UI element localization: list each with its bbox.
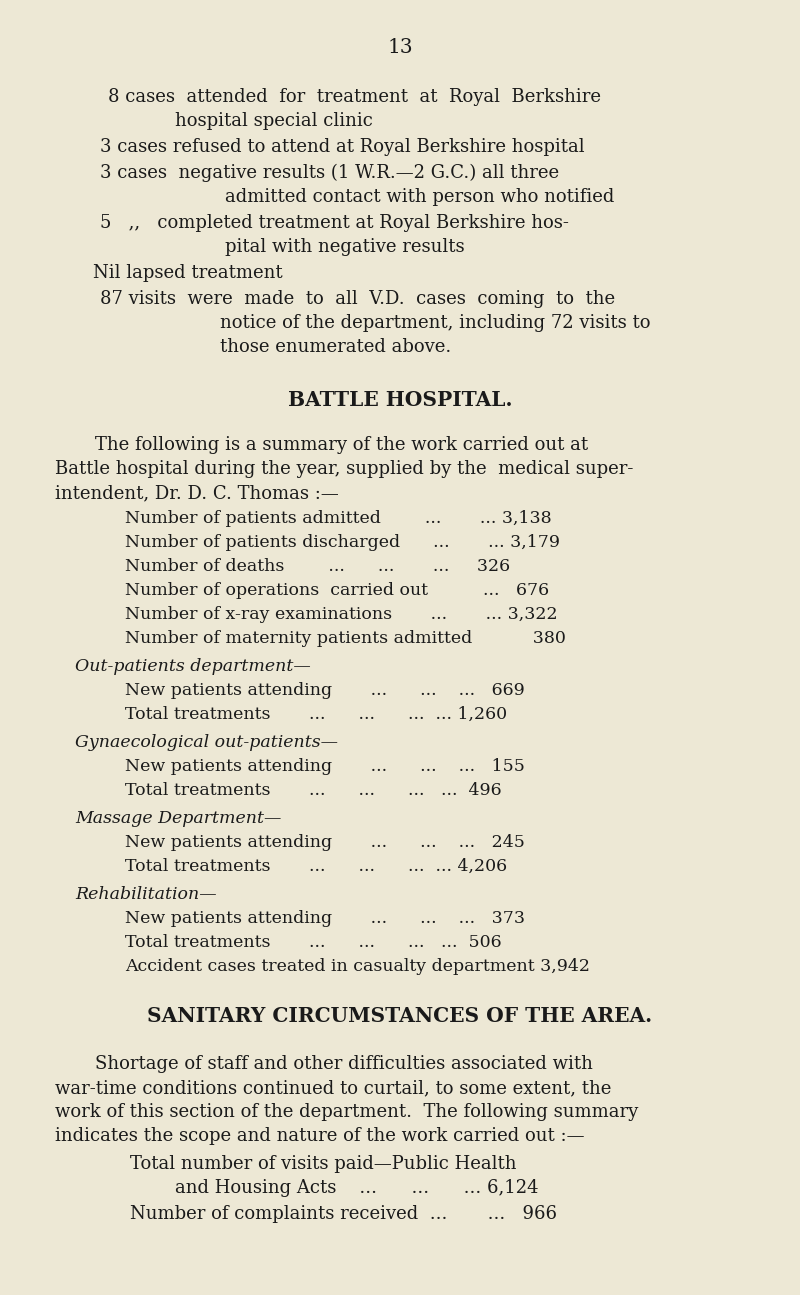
Text: 13: 13 bbox=[387, 38, 413, 57]
Text: pital with negative results: pital with negative results bbox=[225, 238, 465, 256]
Text: New patients attending       ...      ...    ...   245: New patients attending ... ... ... 245 bbox=[125, 834, 525, 851]
Text: Number of patients discharged      ...       ... 3,179: Number of patients discharged ... ... 3,… bbox=[125, 534, 560, 550]
Text: Gynaecological out-patients—: Gynaecological out-patients— bbox=[75, 734, 338, 751]
Text: Number of x-ray examinations       ...       ... 3,322: Number of x-ray examinations ... ... 3,3… bbox=[125, 606, 558, 623]
Text: Total treatments       ...      ...      ...   ...  506: Total treatments ... ... ... ... 506 bbox=[125, 934, 502, 951]
Text: New patients attending       ...      ...    ...   373: New patients attending ... ... ... 373 bbox=[125, 910, 525, 927]
Text: Rehabilitation—: Rehabilitation— bbox=[75, 886, 217, 903]
Text: 3 cases  negative results (1 W.R.—2 G.C.) all three: 3 cases negative results (1 W.R.—2 G.C.)… bbox=[100, 164, 559, 183]
Text: Nil lapsed treatment: Nil lapsed treatment bbox=[93, 264, 282, 282]
Text: admitted contact with person who notified: admitted contact with person who notifie… bbox=[225, 188, 614, 206]
Text: indicates the scope and nature of the work carried out :—: indicates the scope and nature of the wo… bbox=[55, 1127, 585, 1145]
Text: notice of the department, including 72 visits to: notice of the department, including 72 v… bbox=[220, 313, 650, 332]
Text: 87 visits  were  made  to  all  V.D.  cases  coming  to  the: 87 visits were made to all V.D. cases co… bbox=[100, 290, 615, 308]
Text: intendent, Dr. D. C. Thomas :—: intendent, Dr. D. C. Thomas :— bbox=[55, 484, 338, 502]
Text: Shortage of staff and other difficulties associated with: Shortage of staff and other difficulties… bbox=[95, 1055, 593, 1074]
Text: war-time conditions continued to curtail, to some extent, the: war-time conditions continued to curtail… bbox=[55, 1079, 611, 1097]
Text: Number of operations  carried out          ...   676: Number of operations carried out ... 676 bbox=[125, 581, 549, 600]
Text: Accident cases treated in casualty department 3,942: Accident cases treated in casualty depar… bbox=[125, 958, 590, 975]
Text: and Housing Acts    ...      ...      ... 6,124: and Housing Acts ... ... ... 6,124 bbox=[175, 1178, 538, 1197]
Text: Number of complaints received  ...       ...   966: Number of complaints received ... ... 96… bbox=[130, 1206, 557, 1222]
Text: 5   ,,   completed treatment at Royal Berkshire hos-: 5 ,, completed treatment at Royal Berksh… bbox=[100, 214, 569, 232]
Text: Battle hospital during the year, supplied by the  medical super-: Battle hospital during the year, supplie… bbox=[55, 460, 634, 478]
Text: Out-patients department—: Out-patients department— bbox=[75, 658, 310, 675]
Text: those enumerated above.: those enumerated above. bbox=[220, 338, 451, 356]
Text: BATTLE HOSPITAL.: BATTLE HOSPITAL. bbox=[288, 390, 512, 411]
Text: New patients attending       ...      ...    ...   155: New patients attending ... ... ... 155 bbox=[125, 758, 525, 774]
Text: hospital special clinic: hospital special clinic bbox=[175, 111, 373, 130]
Text: 3 cases refused to attend at Royal Berkshire hospital: 3 cases refused to attend at Royal Berks… bbox=[100, 139, 585, 155]
Text: work of this section of the department.  The following summary: work of this section of the department. … bbox=[55, 1103, 638, 1121]
Text: SANITARY CIRCUMSTANCES OF THE AREA.: SANITARY CIRCUMSTANCES OF THE AREA. bbox=[147, 1006, 653, 1026]
Text: The following is a summary of the work carried out at: The following is a summary of the work c… bbox=[95, 436, 588, 455]
Text: Total treatments       ...      ...      ...  ... 4,206: Total treatments ... ... ... ... 4,206 bbox=[125, 859, 507, 875]
Text: New patients attending       ...      ...    ...   669: New patients attending ... ... ... 669 bbox=[125, 682, 525, 699]
Text: Total number of visits paid—Public Health: Total number of visits paid—Public Healt… bbox=[130, 1155, 517, 1173]
Text: 8 cases  attended  for  treatment  at  Royal  Berkshire: 8 cases attended for treatment at Royal … bbox=[108, 88, 601, 106]
Text: Massage Department—: Massage Department— bbox=[75, 809, 282, 828]
Text: Number of patients admitted        ...       ... 3,138: Number of patients admitted ... ... 3,13… bbox=[125, 510, 552, 527]
Text: Number of deaths        ...      ...       ...     326: Number of deaths ... ... ... 326 bbox=[125, 558, 510, 575]
Text: Number of maternity patients admitted           380: Number of maternity patients admitted 38… bbox=[125, 629, 566, 648]
Text: Total treatments       ...      ...      ...  ... 1,260: Total treatments ... ... ... ... 1,260 bbox=[125, 706, 507, 723]
Text: Total treatments       ...      ...      ...   ...  496: Total treatments ... ... ... ... 496 bbox=[125, 782, 502, 799]
